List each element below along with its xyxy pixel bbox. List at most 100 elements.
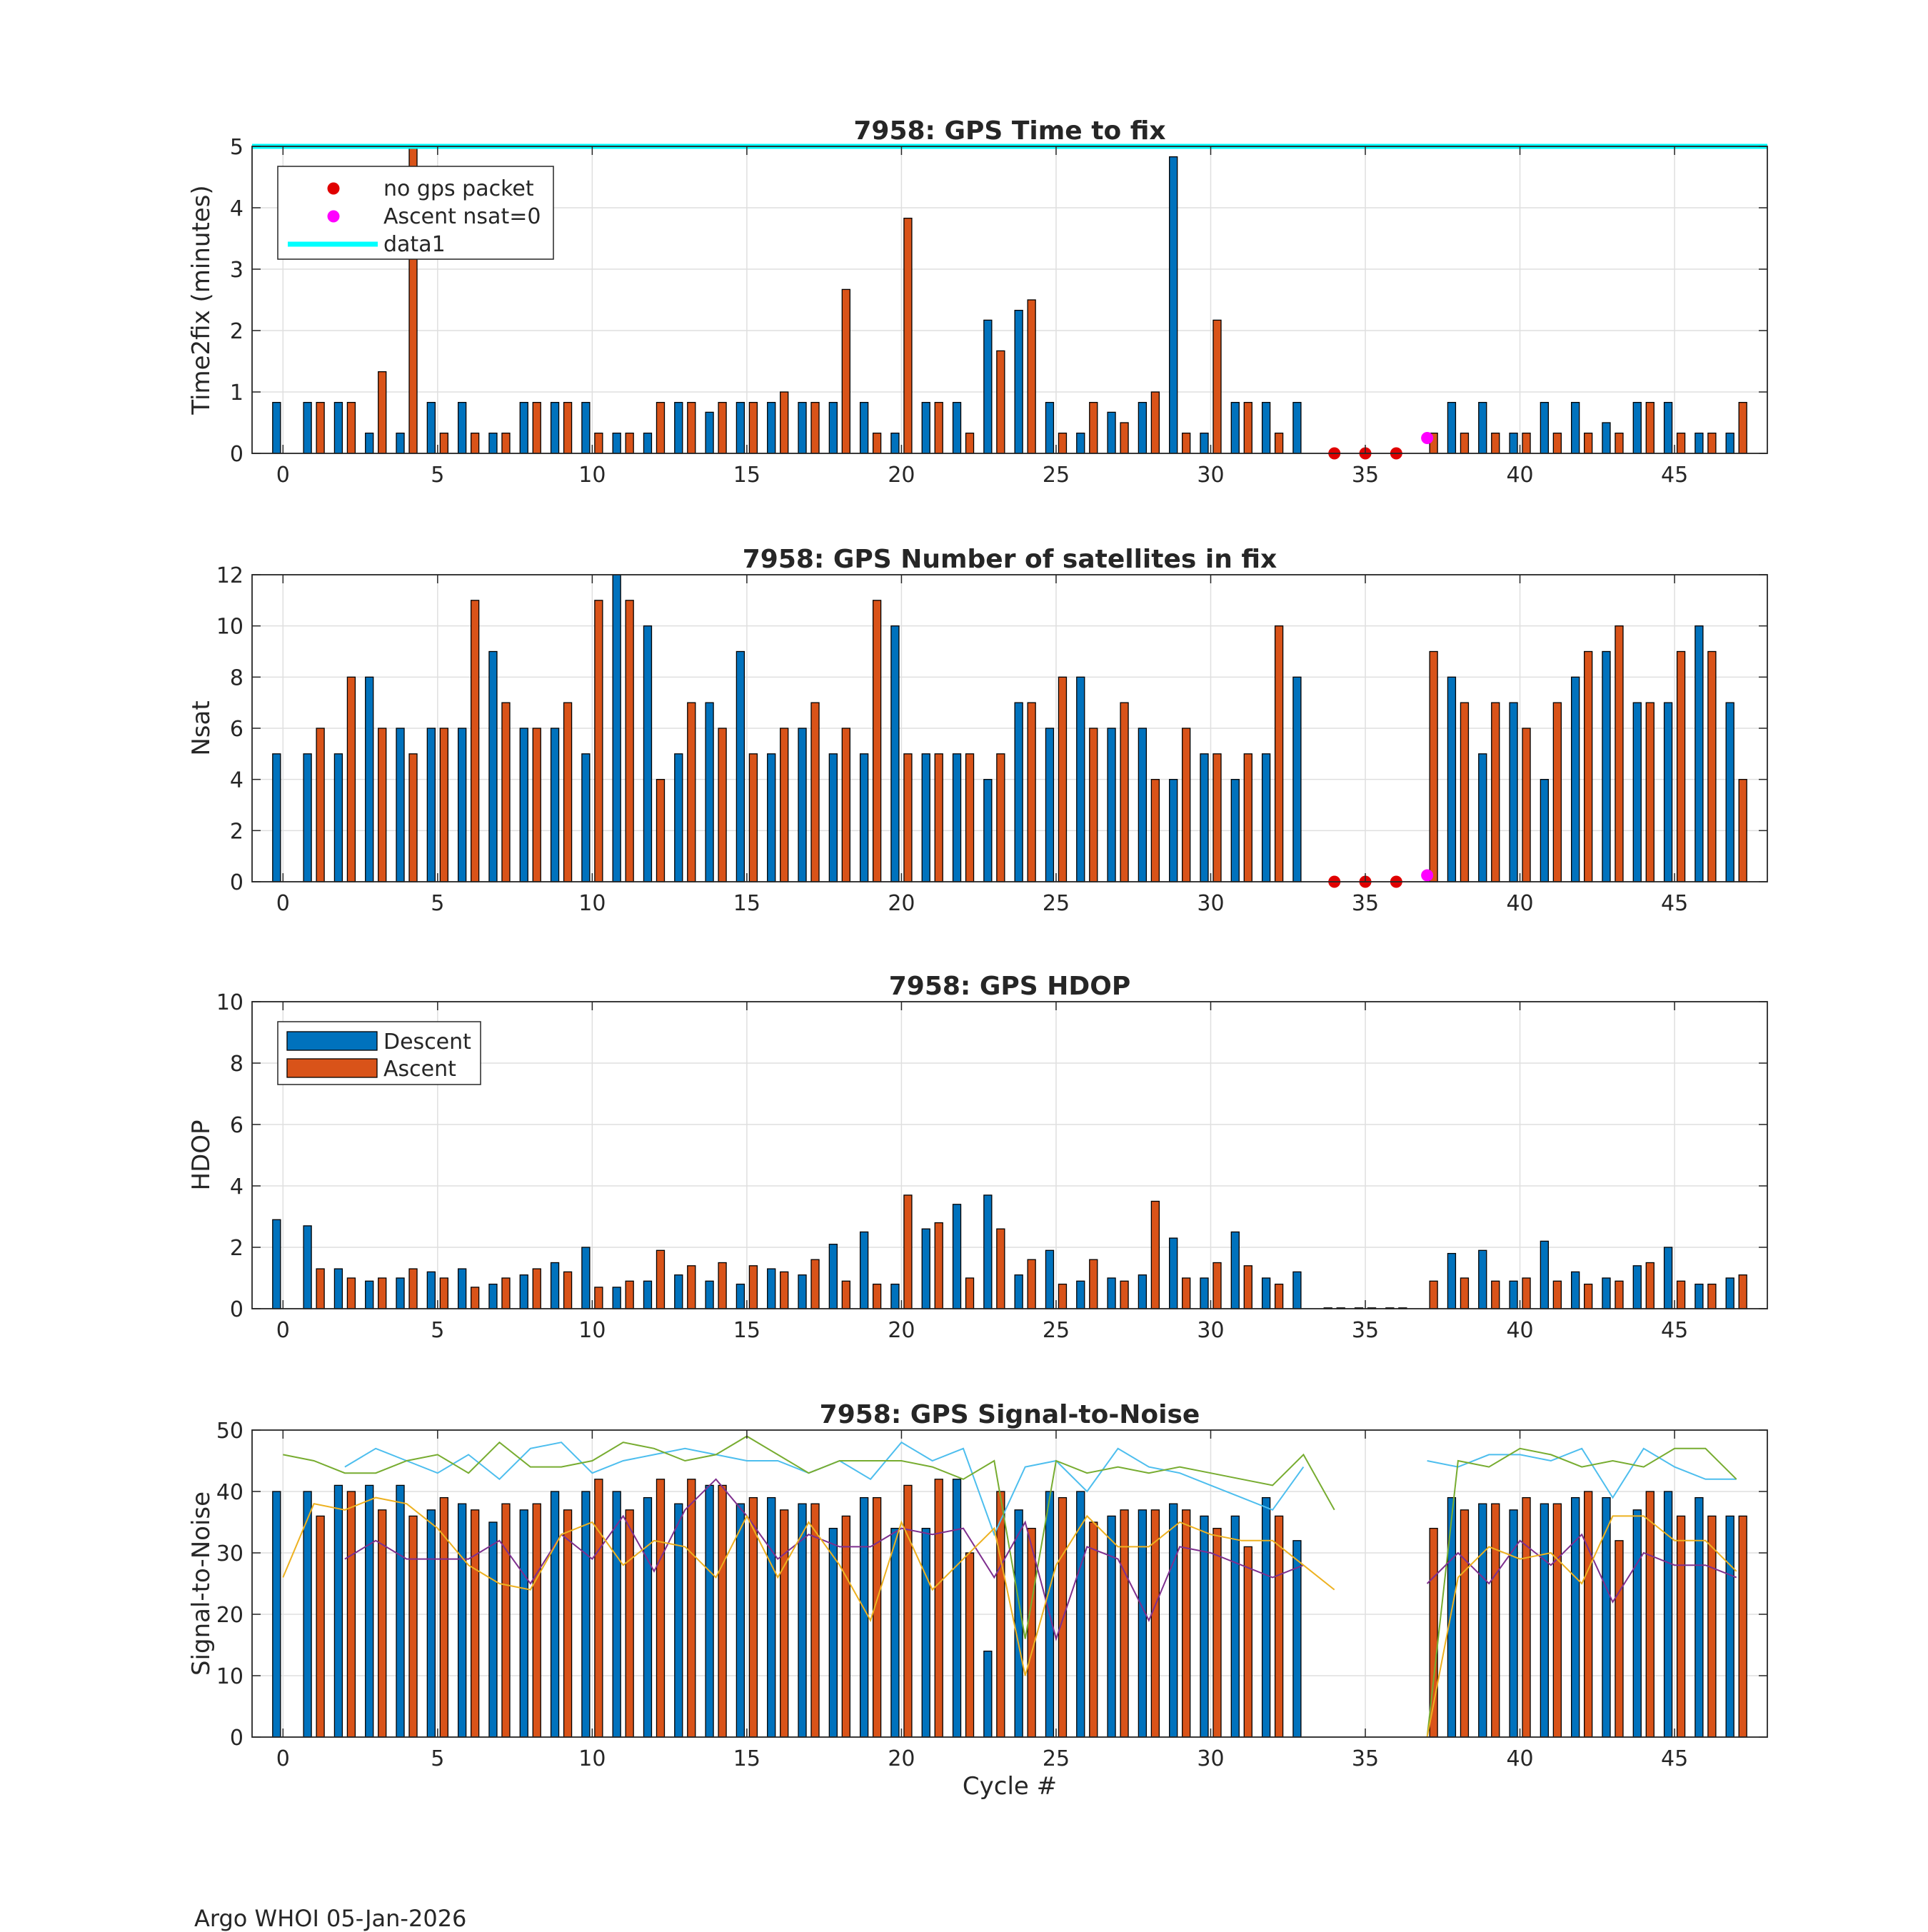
bar-ascent (934, 753, 943, 882)
bar-descent (1200, 1515, 1209, 1738)
x-tick-label: 20 (888, 1318, 915, 1343)
bar-descent (1725, 1277, 1734, 1309)
plot-area (252, 1002, 1767, 1309)
bar-descent (1663, 401, 1673, 454)
bar-descent (1602, 1277, 1611, 1309)
legend-label: Descent (383, 1030, 471, 1055)
bar-descent (1571, 401, 1580, 454)
bar-ascent (1491, 432, 1500, 454)
bar-ascent (1645, 401, 1655, 454)
bar-descent (1447, 676, 1457, 882)
y-tick-label: 8 (230, 665, 243, 690)
bar-ascent (903, 1194, 913, 1309)
bar-descent (488, 650, 498, 882)
bar-descent (1292, 1540, 1302, 1738)
panel-title: 7958: GPS Time to fix (853, 116, 1165, 146)
bar-ascent (1615, 625, 1624, 882)
bar-descent (952, 1204, 962, 1309)
bar-ascent (1584, 1283, 1593, 1309)
legend-ascent-swatch (286, 1058, 378, 1078)
bar-descent (1632, 1509, 1642, 1738)
y-tick-label: 2 (230, 819, 243, 844)
snr-line-3 (344, 1478, 1737, 1641)
bar-ascent (378, 728, 387, 882)
bar-ascent (1120, 1509, 1129, 1738)
bar-descent (1230, 1231, 1240, 1309)
y-tick-label: 40 (216, 1480, 243, 1505)
x-tick-label: 30 (1197, 1746, 1224, 1771)
bar-descent (735, 401, 745, 454)
x-tick-label: 25 (1043, 463, 1070, 488)
bar-descent (519, 728, 528, 882)
bar-descent (365, 1484, 374, 1738)
bar-ascent (718, 1262, 727, 1309)
x-tick-label: 40 (1506, 463, 1533, 488)
bar-ascent (470, 432, 480, 454)
bar-descent (272, 753, 281, 882)
bar-descent (426, 1509, 436, 1738)
bar-ascent (1429, 1280, 1438, 1309)
bar-ascent (408, 1268, 418, 1309)
bar-ascent (1182, 432, 1191, 454)
bar-ascent (718, 401, 727, 454)
bar-ascent (780, 728, 789, 882)
panel-title: 7958: GPS Number of satellites in fix (743, 545, 1277, 574)
bar-descent (643, 1280, 653, 1309)
bar-ascent (1150, 391, 1160, 454)
bar-ascent (563, 1509, 573, 1738)
bar-descent (1478, 1503, 1487, 1738)
panel-title: 7958: GPS HDOP (889, 972, 1131, 1001)
bar-ascent (346, 401, 356, 454)
bar-descent (1230, 1515, 1240, 1738)
bar-ascent (841, 728, 850, 882)
bar-ascent (996, 350, 1005, 454)
series-ascent (316, 600, 1747, 882)
bar-descent (1138, 1274, 1148, 1309)
bar-ascent (687, 1479, 696, 1738)
x-tick-label: 5 (431, 1746, 444, 1771)
bar-descent (457, 401, 467, 454)
bar-ascent (1058, 1496, 1068, 1738)
bar-descent (519, 1509, 528, 1738)
bar-descent (581, 401, 591, 454)
bar-descent (1632, 702, 1642, 882)
x-tick-label: 45 (1661, 891, 1688, 916)
bar-ascent (934, 1479, 943, 1738)
bar-ascent (1058, 1283, 1068, 1309)
bar-descent (1045, 728, 1055, 882)
bar-descent (674, 1503, 683, 1738)
bar-descent (1540, 779, 1550, 882)
bar-ascent (965, 1552, 975, 1738)
bar-ascent (810, 702, 820, 882)
bar-ascent (1645, 1262, 1655, 1309)
bar-descent (1230, 401, 1240, 454)
bar-ascent (1120, 1280, 1129, 1309)
bar-ascent (316, 1515, 325, 1738)
axes-box (251, 1429, 1768, 1738)
bar-ascent (1027, 299, 1036, 454)
bar-descent (921, 401, 930, 454)
legend-descent-swatch (286, 1031, 378, 1051)
bar-descent (1694, 625, 1704, 882)
bar-descent (365, 676, 374, 882)
bar-descent (952, 753, 962, 882)
bar-ascent (1274, 625, 1284, 882)
y-tick-label: 4 (230, 1174, 243, 1199)
bar-descent (828, 753, 838, 882)
bar-descent (1261, 1277, 1271, 1309)
bar-descent (1076, 1491, 1085, 1738)
series-descent (272, 1479, 1734, 1738)
bar-descent (1261, 401, 1271, 454)
bar-ascent (687, 401, 696, 454)
bar-ascent (1491, 702, 1500, 882)
series-ascent (316, 1194, 1747, 1309)
bar-ascent (996, 1228, 1005, 1309)
bar-descent (735, 1283, 745, 1309)
bar-descent (1725, 702, 1734, 882)
bar-ascent (996, 753, 1005, 882)
bar-descent (272, 1219, 281, 1309)
bar-ascent (903, 217, 913, 454)
